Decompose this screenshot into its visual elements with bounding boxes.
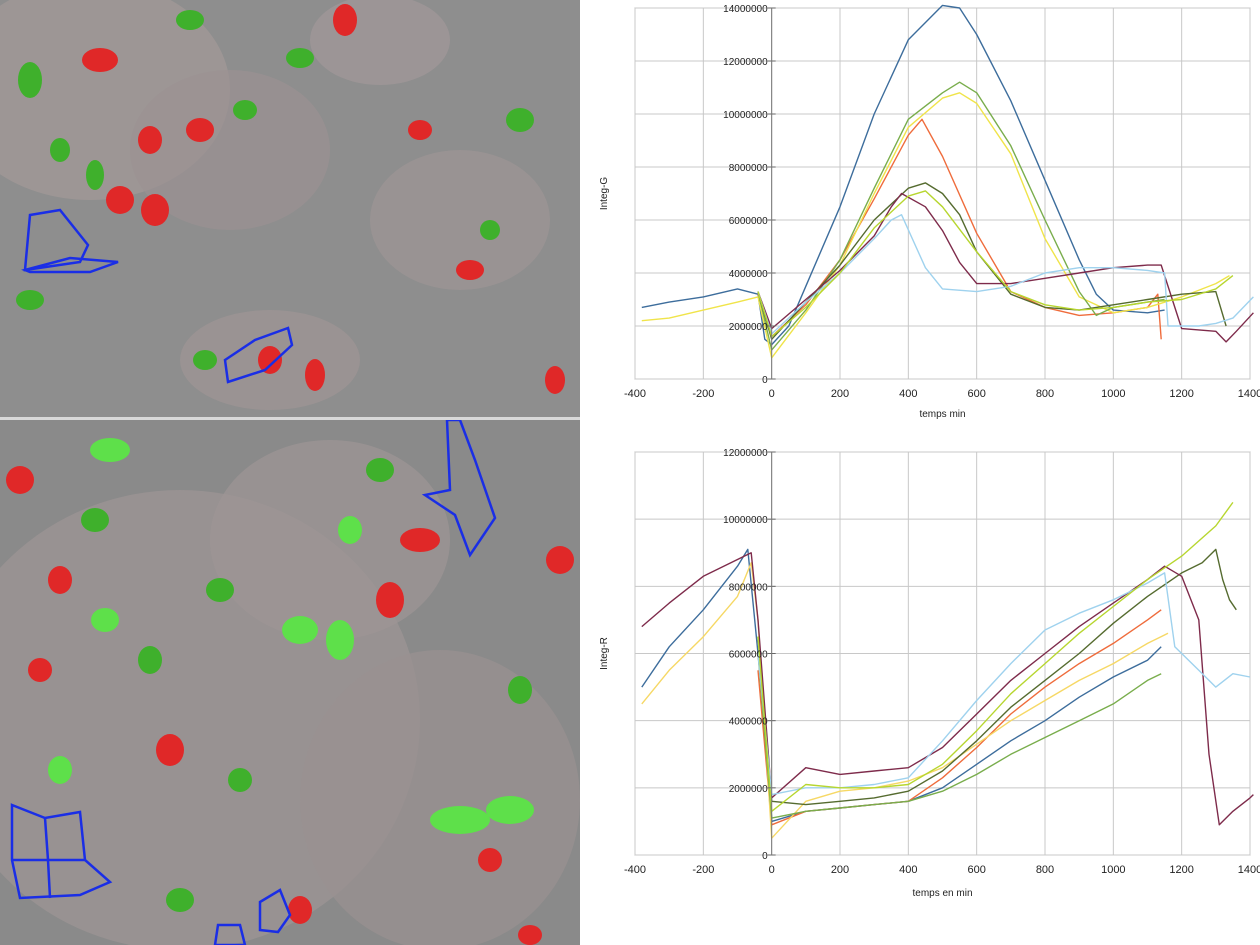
x-tick-label: 0 [769, 864, 775, 876]
series-line-1 [641, 548, 1162, 823]
y-tick-label: 8000000 [729, 163, 768, 174]
axes: -400 -200 0 200 400 600 800 1000 1200 1400 0 200000… [624, 448, 1260, 876]
y-axis-label: Integ-R [599, 637, 610, 670]
x-tick-label: 200 [831, 864, 849, 876]
panel-divider [0, 417, 580, 420]
x-tick-label: 200 [831, 388, 849, 400]
x-tick-label: -400 [624, 388, 646, 400]
x-tick-label: 600 [967, 388, 985, 400]
series-line-6 [641, 552, 1254, 826]
y-tick-label: 8000000 [729, 582, 768, 593]
y-tick-label: 0 [762, 851, 768, 862]
y-tick-label: 10000000 [723, 515, 768, 526]
x-tick-label: 1400 [1238, 388, 1260, 400]
y-tick-label: 12000000 [723, 57, 768, 68]
series-line-8 [757, 190, 1234, 338]
line-chart-integ-r: -400 -200 0 200 400 600 800 1000 1200 1400 0 200000… [599, 448, 1260, 899]
x-tick-label: -200 [692, 388, 714, 400]
x-tick-label: 1200 [1169, 864, 1193, 876]
x-axis-label: temps en min [912, 888, 972, 899]
series-line-7 [757, 214, 1254, 335]
line-chart-integ-g: -400 -200 0 200 400 600 800 1000 1200 1400 0 200000… [599, 4, 1260, 420]
x-tick-label: 800 [1036, 864, 1054, 876]
series-line-8 [757, 501, 1234, 812]
x-tick-label: -200 [692, 864, 714, 876]
x-tick-label: 800 [1036, 388, 1054, 400]
x-tick-label: -400 [624, 864, 646, 876]
y-tick-label: 2000000 [729, 322, 768, 333]
x-tick-label: 1000 [1101, 864, 1125, 876]
chart-integ-r: -400 -200 0 200 400 600 800 1000 1200 1400 0 200000… [595, 440, 1260, 945]
series-line-7 [757, 572, 1251, 796]
fluorescent-nuclei [16, 4, 565, 394]
x-axis-label: temps min [919, 409, 965, 420]
fluorescent-nuclei [6, 438, 574, 945]
x-tick-label: 1400 [1238, 864, 1260, 876]
x-tick-label: 600 [967, 864, 985, 876]
series-line-5 [757, 548, 1237, 806]
series-line-2 [757, 609, 1162, 826]
series-line-3 [641, 92, 1230, 359]
y-tick-label: 12000000 [723, 448, 768, 459]
y-tick-label: 0 [762, 375, 768, 386]
grid [634, 451, 1251, 856]
x-tick-label: 0 [769, 388, 775, 400]
microscopy-image-bottom [0, 420, 580, 945]
series-lines [641, 4, 1254, 359]
series-lines [641, 501, 1254, 839]
series-line-4 [757, 81, 1165, 351]
x-tick-label: 400 [899, 388, 917, 400]
x-tick-label: 1000 [1101, 388, 1125, 400]
roi-outlines [21, 208, 294, 384]
series-line-3 [641, 562, 1169, 839]
series-line-6 [757, 192, 1254, 343]
y-tick-label: 10000000 [723, 110, 768, 121]
y-axis-label: Integ-G [599, 177, 610, 211]
y-tick-label: 14000000 [723, 4, 768, 15]
series-line-4 [757, 653, 1162, 819]
microscopy-image-top [0, 0, 580, 417]
y-tick-label: 2000000 [729, 784, 768, 795]
y-tick-label: 6000000 [729, 216, 768, 227]
y-tick-label: 6000000 [729, 650, 768, 661]
x-tick-label: 400 [899, 864, 917, 876]
y-tick-label: 4000000 [729, 269, 768, 280]
axes: -400 -200 0 200 400 600 800 1000 1200 1400 0 200000… [624, 4, 1260, 400]
series-line-5 [757, 182, 1227, 340]
chart-integ-g: -400 -200 0 200 400 600 800 1000 1200 1400 0 200000… [595, 0, 1260, 425]
roi-outlines [10, 420, 497, 945]
x-tick-label: 1200 [1169, 388, 1193, 400]
series-line-1 [641, 4, 1165, 346]
y-tick-label: 4000000 [729, 717, 768, 728]
